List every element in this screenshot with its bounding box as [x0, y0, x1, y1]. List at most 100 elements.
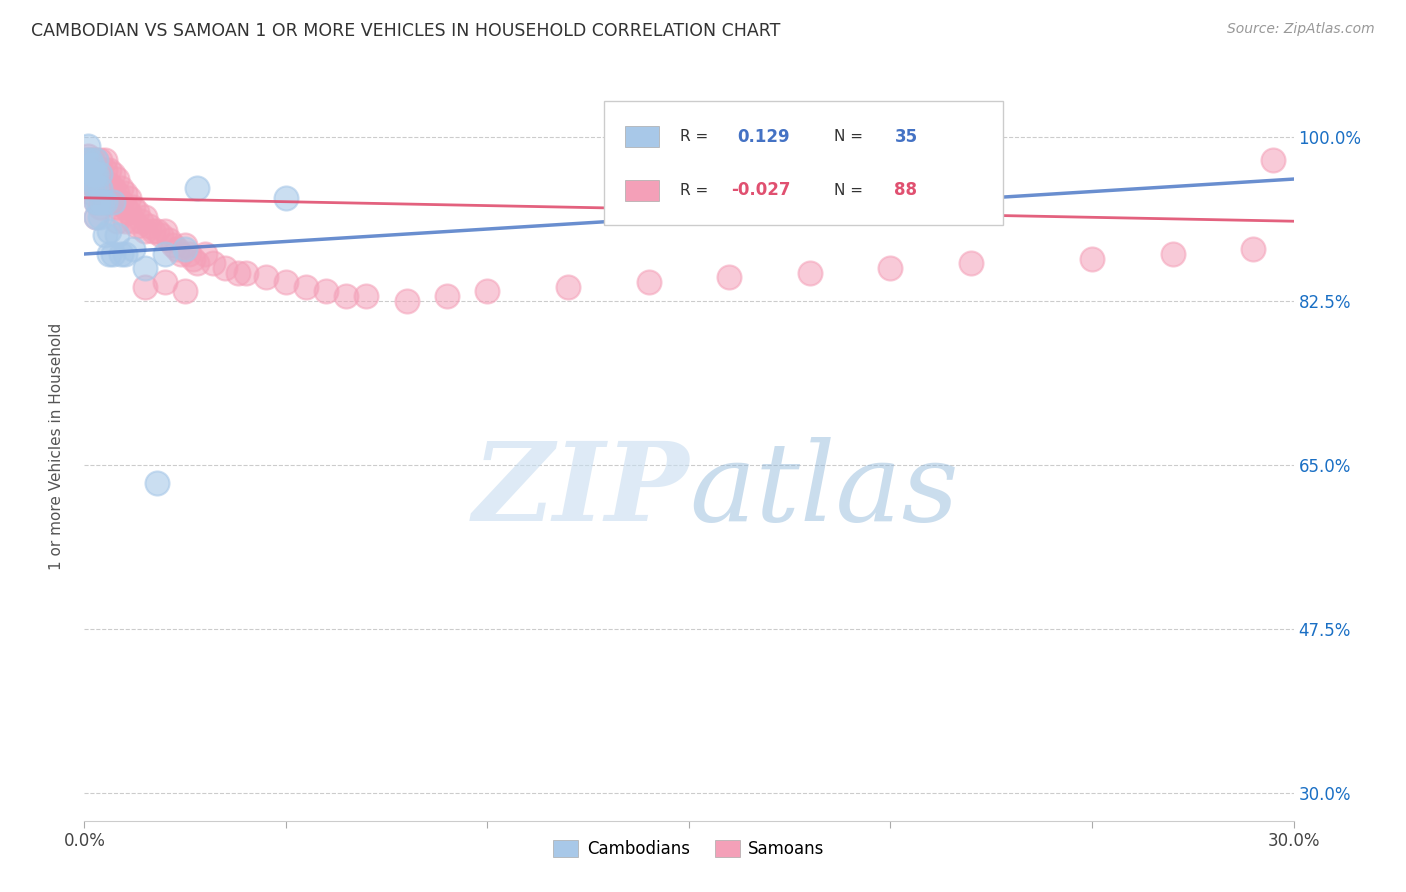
- Point: [129, 214, 152, 228]
- Point: [87, 195, 110, 210]
- Point: [89, 168, 111, 182]
- Point: [202, 256, 225, 270]
- Point: [356, 289, 378, 303]
- Point: [157, 233, 180, 247]
- Point: [93, 177, 115, 191]
- Point: [114, 247, 136, 261]
- Point: [637, 275, 659, 289]
- Point: [214, 261, 236, 276]
- Point: [557, 280, 579, 294]
- Point: [89, 200, 111, 214]
- Text: R =: R =: [681, 129, 709, 144]
- FancyBboxPatch shape: [624, 126, 659, 147]
- Point: [79, 153, 101, 168]
- Point: [146, 476, 169, 491]
- Point: [77, 149, 100, 163]
- Point: [82, 153, 104, 168]
- Point: [879, 261, 901, 276]
- Text: -0.027: -0.027: [731, 181, 790, 200]
- Point: [86, 181, 108, 195]
- Point: [89, 210, 111, 224]
- Point: [134, 224, 156, 238]
- Point: [477, 285, 499, 299]
- Point: [89, 172, 111, 186]
- Point: [315, 285, 337, 299]
- Point: [86, 210, 108, 224]
- Text: CAMBODIAN VS SAMOAN 1 OR MORE VEHICLES IN HOUSEHOLD CORRELATION CHART: CAMBODIAN VS SAMOAN 1 OR MORE VEHICLES I…: [31, 22, 780, 40]
- Text: N =: N =: [834, 183, 863, 198]
- Point: [77, 139, 100, 153]
- Point: [82, 186, 104, 201]
- Point: [77, 162, 100, 177]
- Point: [86, 195, 108, 210]
- Point: [86, 181, 108, 195]
- Point: [194, 247, 217, 261]
- Point: [97, 224, 120, 238]
- Point: [89, 162, 111, 177]
- Point: [97, 247, 120, 261]
- Point: [75, 153, 97, 168]
- Point: [82, 181, 104, 195]
- Point: [436, 289, 458, 303]
- Point: [105, 214, 128, 228]
- Point: [97, 162, 120, 177]
- Point: [174, 285, 197, 299]
- Point: [105, 200, 128, 214]
- Point: [82, 162, 104, 177]
- Point: [118, 205, 141, 219]
- Point: [114, 186, 136, 201]
- Point: [110, 247, 132, 261]
- Text: Source: ZipAtlas.com: Source: ZipAtlas.com: [1227, 22, 1375, 37]
- Point: [295, 280, 318, 294]
- Point: [86, 195, 108, 210]
- Point: [101, 181, 124, 195]
- Point: [105, 172, 128, 186]
- Point: [179, 247, 201, 261]
- Point: [162, 237, 184, 252]
- Point: [86, 162, 108, 177]
- Text: 0.129: 0.129: [737, 128, 790, 145]
- Point: [110, 195, 132, 210]
- Point: [77, 168, 100, 182]
- Point: [93, 195, 115, 210]
- Point: [75, 153, 97, 168]
- Point: [101, 168, 124, 182]
- Point: [125, 219, 148, 233]
- Point: [1241, 243, 1264, 257]
- Point: [110, 181, 132, 195]
- Point: [134, 280, 156, 294]
- Point: [181, 252, 204, 266]
- Point: [97, 191, 120, 205]
- Point: [138, 219, 160, 233]
- Point: [960, 256, 983, 270]
- Text: R =: R =: [681, 183, 709, 198]
- Point: [274, 275, 297, 289]
- Point: [105, 228, 128, 243]
- Point: [1263, 153, 1285, 168]
- Text: 88: 88: [894, 181, 918, 200]
- Point: [105, 186, 128, 201]
- Point: [89, 153, 111, 168]
- Point: [114, 200, 136, 214]
- FancyBboxPatch shape: [624, 180, 659, 201]
- Point: [101, 247, 124, 261]
- Point: [93, 153, 115, 168]
- Point: [235, 266, 257, 280]
- Point: [146, 224, 169, 238]
- Point: [101, 195, 124, 210]
- Point: [134, 261, 156, 276]
- FancyBboxPatch shape: [605, 102, 1004, 225]
- Point: [153, 275, 176, 289]
- Point: [82, 168, 104, 182]
- Point: [170, 247, 193, 261]
- Point: [101, 195, 124, 210]
- Point: [121, 214, 143, 228]
- Point: [186, 181, 208, 195]
- Point: [395, 293, 418, 308]
- Point: [89, 186, 111, 201]
- Point: [93, 191, 115, 205]
- Point: [82, 158, 104, 172]
- Point: [153, 224, 176, 238]
- Point: [121, 200, 143, 214]
- Point: [254, 270, 277, 285]
